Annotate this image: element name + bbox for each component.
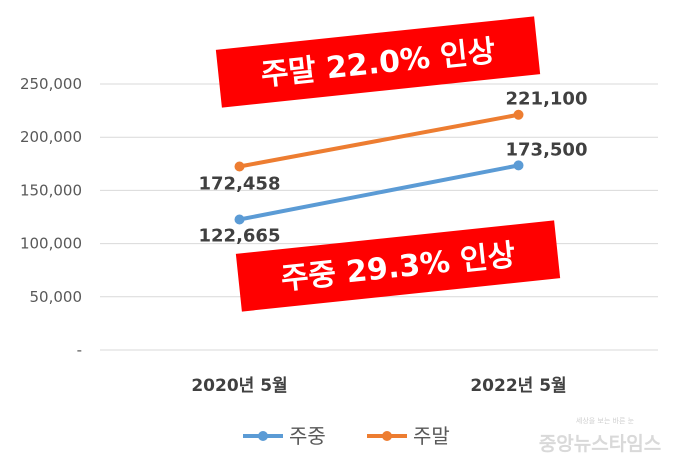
data-label: 221,100: [506, 89, 588, 110]
y-tick-label: 200,000: [20, 128, 82, 146]
series-lines: [234, 109, 524, 225]
legend-label: 주중: [289, 424, 326, 448]
data-label: 173,500: [506, 139, 588, 160]
annotation-background: [215, 16, 541, 108]
data-point: [234, 161, 245, 172]
legend-label: 주말: [413, 424, 450, 448]
y-tick-label: 50,000: [30, 288, 83, 306]
annotation-banner: 주중 29.3% 인상: [235, 220, 561, 312]
x-tick-label: 2022년 5월: [470, 376, 566, 396]
y-tick-label: -: [77, 341, 82, 359]
x-tick-label: 2020년 5월: [191, 376, 287, 396]
y-tick-label: 250,000: [20, 75, 82, 93]
data-point: [234, 214, 245, 225]
y-axis: - 50,000 100,000 150,000 200,000 250,000: [20, 75, 82, 359]
legend: 주중 주말: [243, 424, 450, 448]
watermark-name: 중앙뉴스타임스: [539, 433, 661, 455]
series-line-주중: [237, 163, 521, 222]
data-labels: 122,665 173,500 172,458 221,100: [199, 89, 588, 247]
legend-swatch-marker: [382, 431, 392, 441]
series-line-주말: [237, 112, 521, 169]
data-point: [513, 109, 524, 120]
legend-swatch-marker: [258, 431, 268, 441]
annotation-banner: 주말 22.0% 인상: [215, 16, 541, 108]
x-axis: 2020년 5월 2022년 5월: [191, 376, 566, 396]
y-tick-label: 150,000: [20, 181, 82, 199]
gridlines: [100, 83, 658, 351]
annotation-background: [235, 220, 561, 312]
y-tick-label: 100,000: [20, 235, 82, 253]
data-label: 122,665: [199, 225, 281, 246]
watermark-tagline: 세상을 보는 바른 눈: [576, 416, 635, 425]
data-point: [513, 160, 524, 171]
data-label: 172,458: [199, 174, 281, 195]
